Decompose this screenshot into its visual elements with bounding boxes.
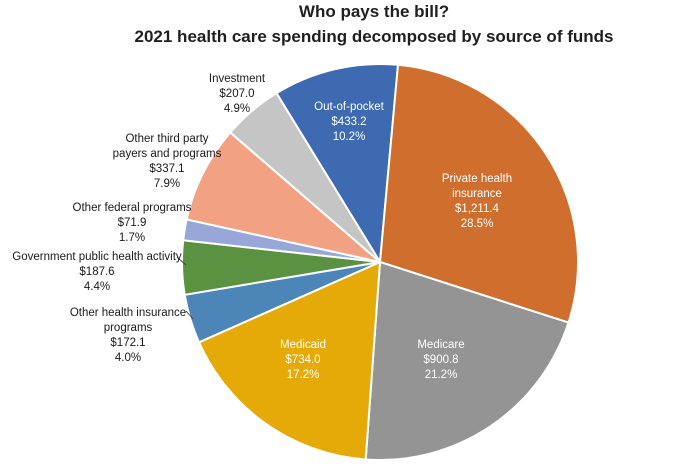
chart-subtitle: 2021 health care spending decomposed by …	[135, 27, 614, 46]
pie-label-line: 1.7%	[119, 232, 145, 244]
pie-label-line: 21.2%	[425, 369, 458, 381]
pie-label-other-third-party-payers-and-programs: Other third party payers and programs $337…	[113, 133, 222, 190]
pie-label-medicaid: Medicaid $734.0 17.2%	[280, 339, 326, 381]
pie-label-line: Medicaid	[280, 339, 326, 351]
pie-slice-private-health-insurance	[379, 63, 579, 324]
pie-label-private-health-insurance: Private health insurance $1,211.4 28.5%	[442, 173, 512, 230]
other-health-insurance-programs-leader	[185, 310, 194, 320]
pie-label-line: programs	[104, 322, 153, 334]
pie-label-line: $900.8	[423, 354, 458, 366]
pie-label-line: $734.0	[285, 354, 320, 366]
pie-label-investment: Investment $207.0 4.9%	[209, 73, 266, 115]
pie-label-medicare: Medicare $900.8 21.2%	[417, 339, 464, 381]
pie-slice-investment	[229, 92, 381, 263]
pie-slices-layer: Out-of-pocket $433.2 10.2% Private health in…	[12, 63, 579, 461]
pie-label-out-of-pocket: Out-of-pocket $433.2 10.2%	[314, 101, 384, 143]
pie-label-line: Other third party	[125, 133, 208, 145]
pie-label-line: Out-of-pocket	[314, 101, 384, 113]
pie-slice-out-of-pocket	[275, 63, 399, 263]
pie-label-line: $207.0	[219, 88, 254, 100]
pie-label-line: 4.0%	[115, 352, 141, 364]
pie-label-line: Government public health activity	[12, 251, 182, 263]
pie-label-government-public-health-activity: Government public health activity $187.6 4…	[12, 251, 182, 293]
pie-label-line: Other federal programs	[73, 202, 192, 214]
pie-label-line: $337.1	[149, 163, 184, 175]
pie-label-line: $71.9	[118, 217, 147, 229]
pie-label-line: 28.5%	[461, 218, 494, 230]
pie-label-line: Investment	[209, 73, 266, 85]
pie-label-line: payers and programs	[113, 148, 222, 160]
pie-label-line: Medicare	[417, 339, 464, 351]
pie-label-line: $1,211.4	[455, 203, 500, 215]
pie-label-line: 10.2%	[333, 131, 366, 143]
government-public-health-activity-leader	[176, 256, 187, 266]
pie-label-line: 4.4%	[84, 281, 110, 293]
pie-slice-other-third-party-payers-and-programs	[185, 131, 381, 263]
pie-label-other-health-insurance-programs: Other health insurance programs $172.1 4.0%	[70, 307, 186, 364]
pie-label-line: $433.2	[331, 116, 366, 128]
pie-label-line: Other health insurance	[70, 307, 186, 319]
pie-slice-medicaid	[198, 261, 381, 461]
pie-label-line: insurance	[452, 188, 502, 200]
pie-label-line: 17.2%	[287, 369, 320, 381]
pie-label-line: 7.9%	[154, 178, 180, 190]
chart-title: Who pays the bill?	[299, 2, 449, 21]
pie-label-line: $172.1	[110, 337, 145, 349]
pie-label-other-federal-programs: Other federal programs $71.9 1.7%	[73, 202, 192, 244]
pie-label-line: $187.6	[79, 266, 114, 278]
pie-slice-medicare	[364, 261, 570, 461]
pie-label-line: Private health	[442, 173, 512, 185]
pie-label-line: 4.9%	[224, 103, 250, 115]
